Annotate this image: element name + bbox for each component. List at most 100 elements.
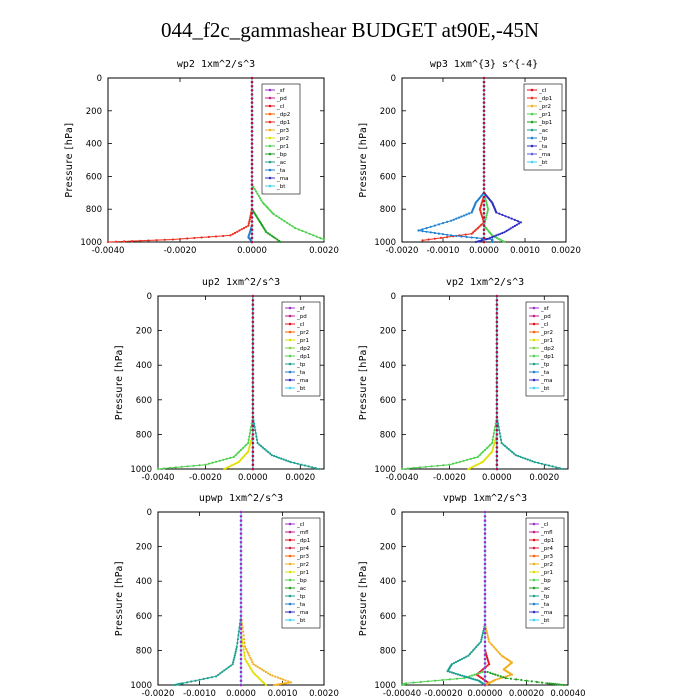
zero-profile-point: [250, 84, 254, 88]
legend-marker: [532, 314, 536, 318]
x-tick-label: 0.0010: [268, 689, 298, 699]
series-point: [275, 214, 278, 217]
series-point: [460, 235, 463, 238]
series-point: [421, 239, 424, 242]
series-point: [491, 236, 494, 239]
series-point: [493, 235, 496, 238]
series-point: [288, 223, 291, 226]
legend-entry: _dp1: [538, 96, 552, 102]
series-point: [479, 461, 482, 464]
zero-profile-point: [251, 415, 255, 419]
series-point: [215, 675, 218, 678]
zero-profile-point: [251, 437, 255, 441]
zero-profile-point: [251, 450, 255, 454]
zero-profile-point: [239, 571, 243, 574]
series-point: [433, 224, 436, 227]
series-point: [486, 204, 489, 207]
zero-profile-point: [251, 411, 255, 415]
series-point: [495, 234, 498, 237]
series-point: [273, 683, 276, 687]
zero-profile-point: [250, 224, 254, 227]
legend-entry: _ac: [540, 586, 550, 592]
series-point: [468, 652, 472, 656]
series-point: [459, 658, 462, 662]
zero-profile-point: [239, 666, 243, 669]
series-point: [279, 677, 282, 680]
series-point: [245, 659, 248, 662]
series-point: [250, 439, 253, 442]
zero-profile-point: [495, 350, 499, 354]
zero-profile-point: [251, 312, 255, 315]
series-point: [218, 459, 221, 462]
series-point: [257, 676, 260, 679]
legend-entry: _ac: [296, 586, 306, 592]
legend-marker: [268, 128, 272, 132]
series-point: [503, 231, 506, 234]
series-point: [489, 642, 492, 645]
zero-profile-point: [495, 329, 499, 332]
legend-entry: _dp1: [540, 538, 554, 544]
series-point: [301, 229, 304, 232]
series-point: [269, 210, 272, 213]
zero-profile-point: [239, 588, 243, 592]
zero-profile-point: [239, 627, 243, 631]
series-point: [261, 680, 264, 684]
zero-profile-point: [483, 554, 487, 557]
zero-profile-point: [495, 424, 499, 428]
series-point: [186, 681, 189, 684]
series-point: [472, 678, 475, 681]
series-point: [230, 464, 233, 467]
series-point: [450, 234, 453, 237]
series-point: [266, 672, 270, 675]
plot-frame: [107, 77, 325, 243]
series-point: [461, 674, 464, 677]
zero-profile-point: [482, 101, 486, 104]
series-point: [240, 228, 243, 231]
series-point: [412, 466, 415, 469]
zero-profile-point: [482, 158, 486, 162]
series-point: [289, 461, 292, 464]
series-point: [277, 216, 281, 219]
series-point: [174, 466, 177, 469]
y-tick-label: 1000: [374, 238, 396, 248]
legend-marker: [268, 176, 272, 180]
series-point: [496, 422, 500, 425]
zero-profile-point: [250, 195, 254, 199]
series-point: [480, 213, 483, 216]
legend-marker: [532, 570, 536, 574]
x-tick-label: -0.0020: [164, 246, 197, 256]
series-point: [233, 654, 236, 657]
series-point: [263, 448, 266, 451]
series-point: [525, 679, 528, 682]
series-point: [322, 238, 326, 241]
series-point: [446, 220, 449, 223]
series-point: [276, 676, 279, 679]
zero-profile-point: [483, 666, 487, 669]
series-point: [476, 455, 479, 458]
series-point: [547, 464, 551, 467]
series-point: [494, 422, 497, 425]
legend-entry: _dp2: [276, 112, 290, 118]
series-point: [228, 465, 231, 468]
legend-marker: [532, 306, 536, 310]
series-point: [473, 456, 476, 459]
series-point: [478, 462, 481, 465]
zero-profile-point: [495, 307, 499, 311]
x-tick-label: 0.00000: [467, 689, 502, 699]
zero-profile-point: [251, 355, 255, 358]
series-point: [469, 467, 472, 470]
zero-profile-point: [495, 420, 499, 423]
zero-profile-point: [239, 575, 243, 579]
series-point: [273, 454, 276, 458]
series-point: [303, 464, 307, 467]
series-point: [225, 667, 228, 670]
series-point: [229, 664, 232, 667]
legend-marker: [532, 618, 536, 622]
legend-marker: [288, 578, 292, 582]
series-point: [487, 638, 490, 641]
legend-entry: _bt: [296, 618, 306, 624]
series-point: [519, 221, 523, 224]
series-point: [277, 239, 281, 242]
panel-6: vpwp 1xm^2/s^3 0 200 400 600 800 1000-0.00040-…: [358, 493, 586, 699]
series-point: [284, 679, 287, 682]
